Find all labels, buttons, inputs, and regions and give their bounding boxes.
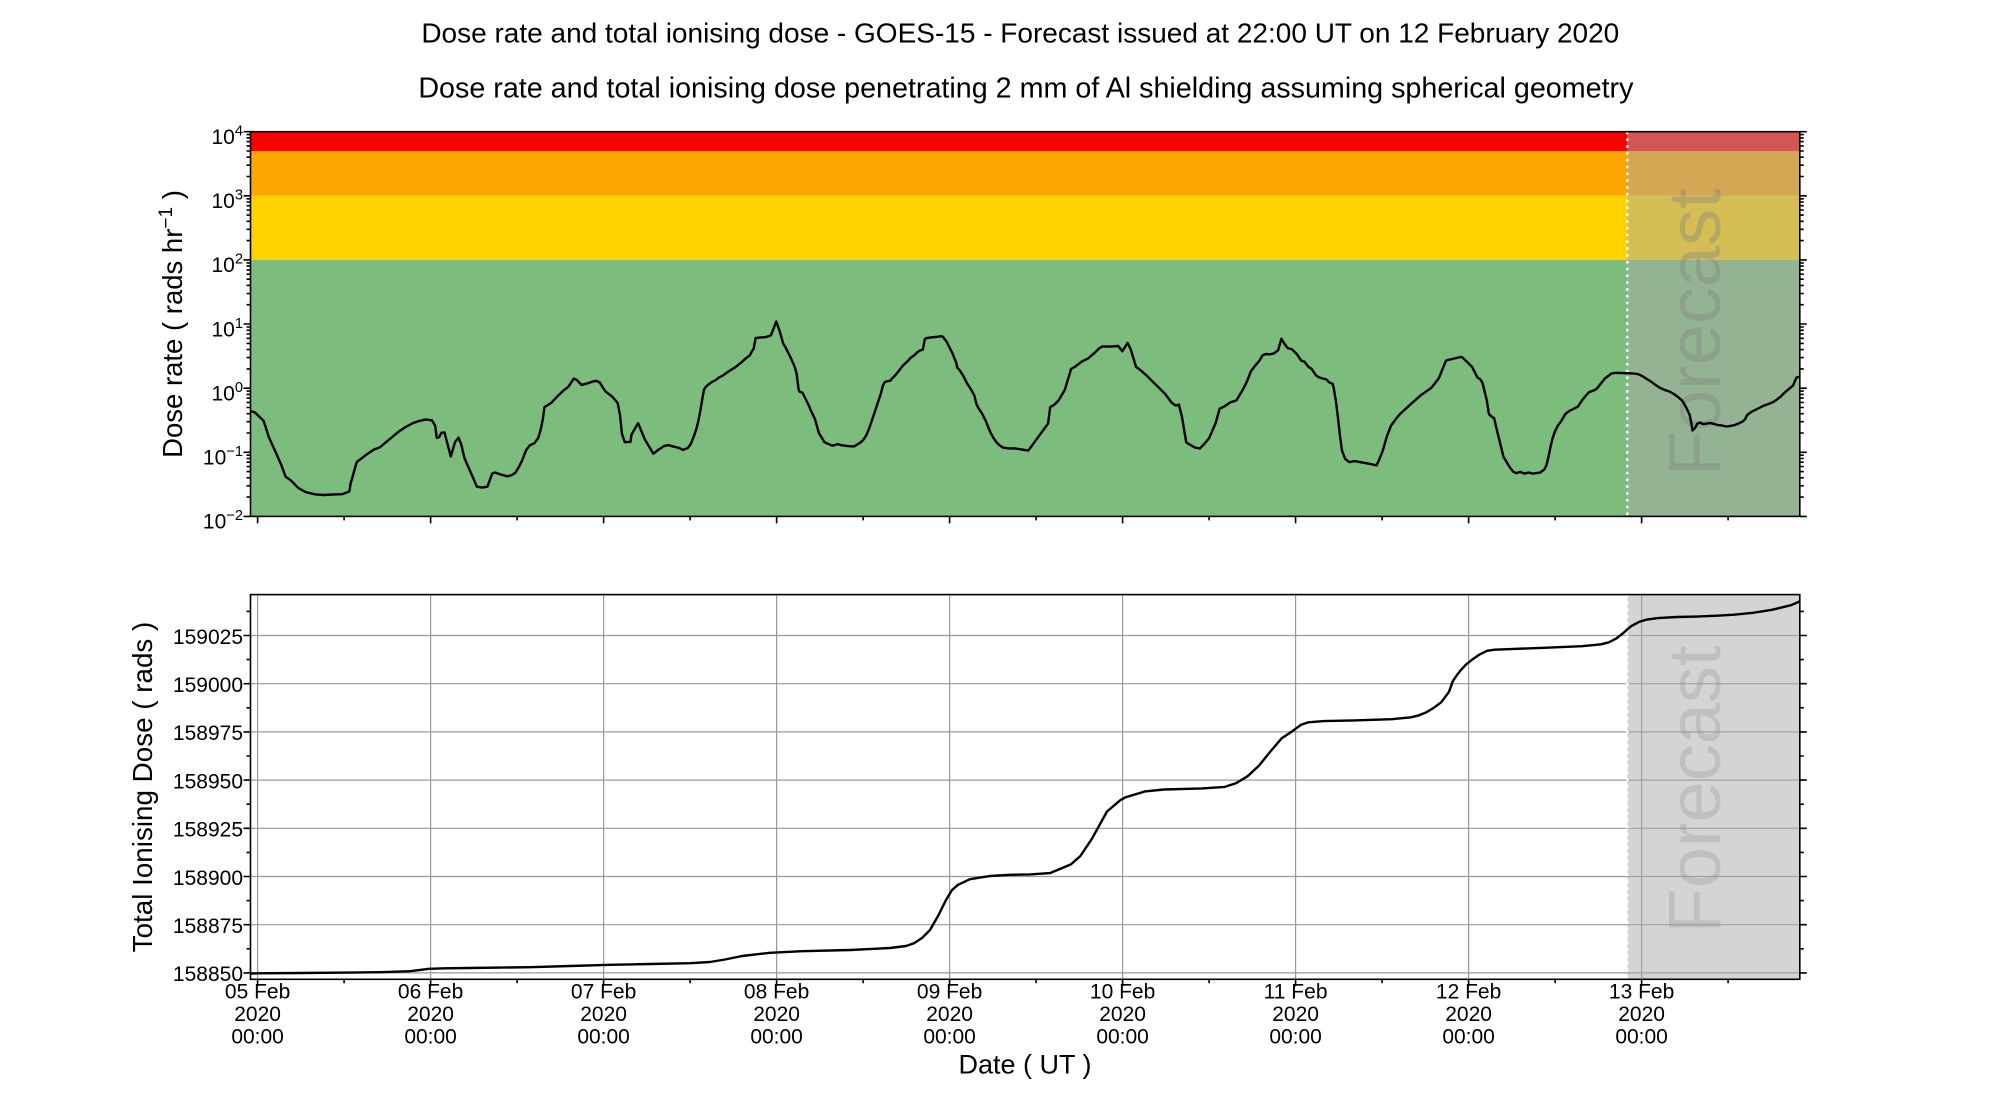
svg-text:2020: 2020 [1445, 1003, 1492, 1026]
svg-text:07 Feb: 07 Feb [571, 981, 636, 1004]
svg-text:158875: 158875 [173, 915, 243, 938]
svg-text:12 Feb: 12 Feb [1436, 981, 1501, 1004]
svg-text:00:00: 00:00 [923, 1026, 976, 1049]
svg-text:2020: 2020 [926, 1003, 973, 1026]
svg-text:10 Feb: 10 Feb [1090, 981, 1155, 1004]
svg-text:00:00: 00:00 [1442, 1026, 1495, 1049]
svg-text:2020: 2020 [407, 1003, 454, 1026]
svg-text:Dose rate and total ionising d: Dose rate and total ionising dose - GOES… [421, 18, 1619, 49]
svg-text:2020: 2020 [580, 1003, 627, 1026]
svg-text:Forecast: Forecast [1653, 188, 1736, 476]
svg-text:13 Feb: 13 Feb [1609, 981, 1674, 1004]
svg-text:00:00: 00:00 [1269, 1026, 1322, 1049]
svg-text:2020: 2020 [234, 1003, 281, 1026]
svg-text:00:00: 00:00 [577, 1026, 630, 1049]
svg-text:2020: 2020 [1618, 1003, 1665, 1026]
svg-text:Forecast: Forecast [1653, 645, 1736, 933]
svg-text:Date ( UT ): Date ( UT ) [958, 1050, 1091, 1080]
svg-text:2020: 2020 [753, 1003, 800, 1026]
svg-text:11 Feb: 11 Feb [1264, 981, 1328, 1004]
svg-text:Dose rate and total ionising d: Dose rate and total ionising dose penetr… [418, 73, 1634, 105]
svg-text:158925: 158925 [173, 819, 243, 842]
svg-text:158900: 158900 [173, 867, 243, 890]
svg-text:00:00: 00:00 [1096, 1026, 1149, 1049]
svg-text:06 Feb: 06 Feb [398, 981, 463, 1004]
svg-text:2020: 2020 [1099, 1003, 1146, 1026]
svg-text:Dose rate ( rads hr−1 ): Dose rate ( rads hr−1 ) [156, 190, 188, 458]
svg-text:00:00: 00:00 [1615, 1026, 1668, 1049]
svg-text:08 Feb: 08 Feb [744, 981, 809, 1004]
svg-text:158975: 158975 [173, 722, 243, 745]
svg-text:159000: 159000 [173, 674, 243, 697]
svg-text:00:00: 00:00 [404, 1026, 457, 1049]
svg-text:Total Ionising Dose ( rads ): Total Ionising Dose ( rads ) [127, 622, 158, 953]
svg-text:159025: 159025 [173, 626, 243, 649]
svg-text:158850: 158850 [173, 963, 243, 986]
svg-text:2020: 2020 [1272, 1003, 1319, 1026]
svg-text:00:00: 00:00 [750, 1026, 803, 1049]
svg-text:158950: 158950 [173, 770, 243, 793]
svg-text:00:00: 00:00 [231, 1026, 284, 1049]
svg-text:09 Feb: 09 Feb [917, 981, 982, 1004]
svg-text:05 Feb: 05 Feb [225, 981, 290, 1004]
